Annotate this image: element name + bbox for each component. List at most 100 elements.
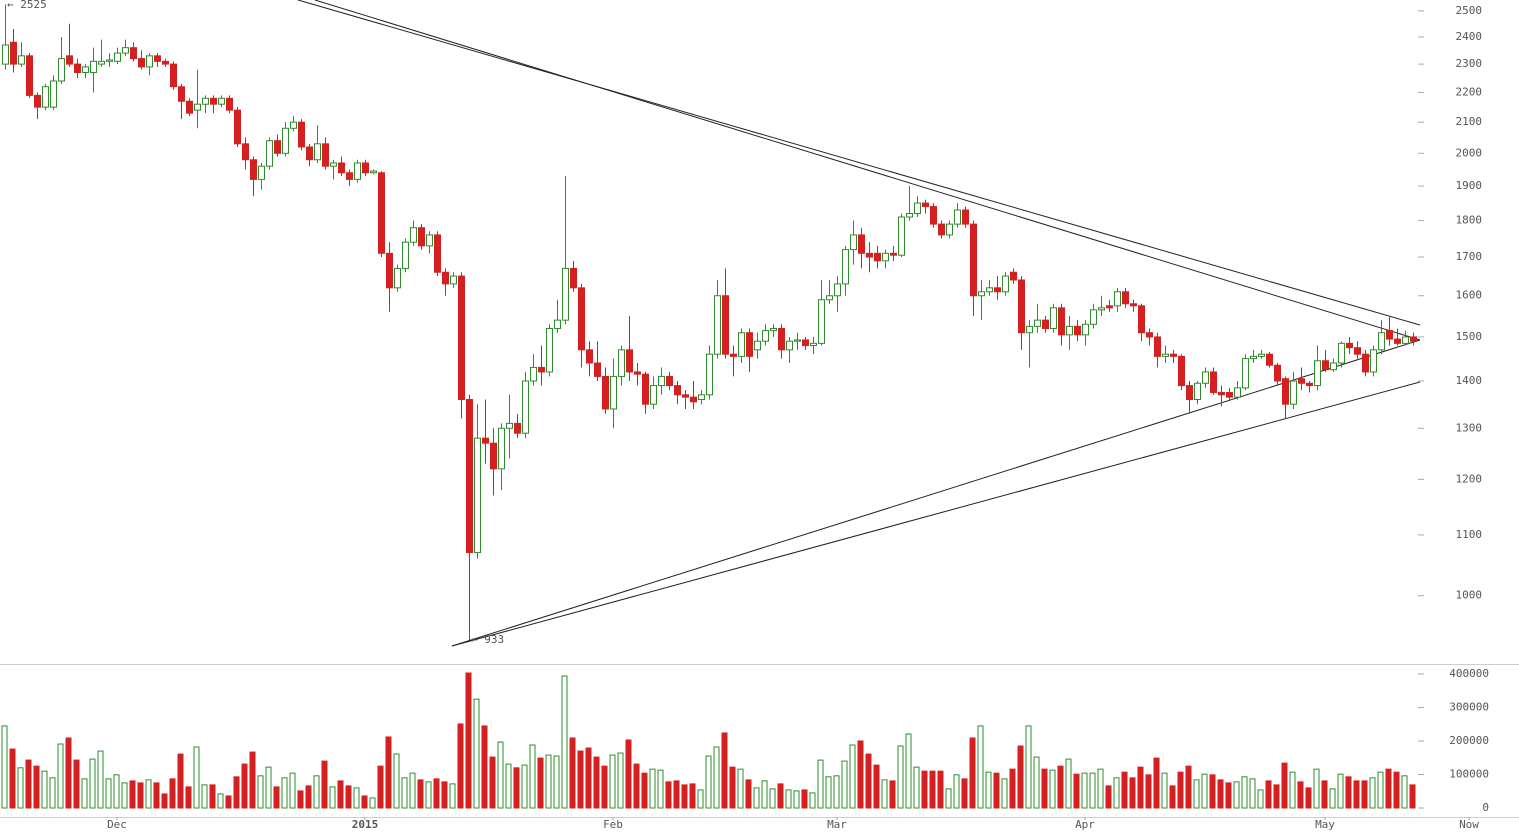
high-annotation: ← 2525	[7, 0, 47, 11]
candle-body	[546, 327, 553, 373]
volume-tick-label: 300000	[1449, 701, 1489, 714]
candle-body	[498, 427, 505, 470]
candle-body	[218, 97, 225, 105]
volume-bar	[705, 755, 712, 809]
volume-bar	[1273, 784, 1280, 809]
candle-body	[802, 339, 809, 347]
candle-body	[186, 100, 193, 114]
y-tick-label: 1500	[1456, 330, 1483, 343]
volume-bar	[513, 767, 520, 809]
volume-bar	[617, 752, 624, 809]
y-tick-label: 1900	[1456, 179, 1483, 192]
candle-body	[1338, 342, 1345, 364]
candle-body	[1122, 291, 1129, 305]
volume-bar	[481, 725, 488, 809]
trend-line	[451, 339, 1421, 647]
candle-body	[194, 103, 201, 111]
volume-bar	[233, 776, 240, 809]
candle-body	[1370, 349, 1377, 373]
candle-body	[562, 267, 569, 321]
candle-body	[1130, 303, 1137, 307]
volume-bar	[1009, 768, 1016, 809]
volume-bar	[369, 797, 376, 809]
y-tick-label: 2200	[1456, 85, 1483, 98]
volume-bar	[305, 785, 312, 809]
volume-bar	[201, 784, 208, 809]
volume-bar	[809, 792, 816, 809]
volume-bar	[401, 777, 408, 809]
volume-bar	[1041, 768, 1048, 809]
volume-bar	[209, 784, 216, 809]
volume-bar	[449, 783, 456, 809]
volume-bar	[1305, 787, 1312, 809]
volume-bar	[913, 766, 920, 809]
candle-body	[1138, 305, 1145, 334]
volume-bar	[393, 753, 400, 809]
volume-bar	[9, 748, 16, 809]
trend-line	[451, 381, 1421, 647]
volume-bar	[81, 778, 88, 809]
candle-body	[610, 375, 617, 410]
candle-body	[18, 55, 25, 65]
candle-body	[970, 223, 977, 297]
candle-body	[1266, 353, 1273, 366]
candle-body	[1330, 362, 1337, 371]
candle-body	[650, 385, 657, 405]
candle-body	[1010, 271, 1017, 281]
volume-bar	[297, 790, 304, 809]
candle-body	[1250, 355, 1257, 360]
volume-bar	[409, 772, 416, 809]
volume-bar	[945, 788, 952, 809]
volume-bar	[865, 753, 872, 809]
volume-bar	[993, 772, 1000, 809]
volume-bar	[1033, 756, 1040, 809]
candle-body	[34, 94, 41, 108]
candle-body	[1090, 309, 1097, 325]
candle-body	[1026, 325, 1033, 334]
candle-body	[1194, 382, 1201, 400]
volume-bar	[353, 787, 360, 809]
candle-body	[202, 97, 209, 105]
volume-bar	[1001, 778, 1008, 809]
candle-body	[730, 353, 737, 357]
candle-body	[1354, 347, 1361, 355]
candle-body	[458, 275, 465, 400]
candle-body	[506, 422, 513, 429]
candle-body	[250, 159, 257, 180]
volume-bar	[1345, 776, 1352, 809]
volume-bar	[833, 775, 840, 809]
candle-body	[658, 375, 665, 387]
volume-bar	[569, 737, 576, 809]
candle-body	[754, 340, 761, 351]
candle-body	[154, 55, 161, 62]
volume-bar	[65, 737, 72, 809]
volume-bar	[969, 737, 976, 809]
candle-body	[538, 366, 545, 373]
volume-tick-label: 200000	[1449, 734, 1489, 747]
candle-body	[1106, 305, 1113, 309]
volume-bar	[1321, 780, 1328, 809]
volume-bar	[817, 759, 824, 809]
candle-body	[578, 287, 585, 351]
volume-bar	[857, 740, 864, 809]
volume-bar	[625, 739, 632, 809]
candle-body	[1314, 360, 1321, 387]
candle-body	[922, 202, 929, 208]
candle-body	[98, 60, 105, 65]
candle-body	[474, 437, 481, 554]
volume-bar	[721, 732, 728, 809]
volume-bar	[881, 779, 888, 809]
y-tick-label: 1300	[1456, 421, 1483, 434]
candle-body	[778, 327, 785, 351]
candle-body	[834, 283, 841, 297]
candle-body	[1346, 342, 1353, 349]
x-tick-label: Feb	[603, 818, 623, 831]
y-tick-label: 2000	[1456, 146, 1483, 159]
volume-bar	[641, 772, 648, 809]
candle-body	[402, 241, 409, 269]
candle-body	[1146, 332, 1153, 338]
volume-bar	[217, 793, 224, 809]
volume-bar	[521, 764, 528, 809]
volume-bar	[1401, 775, 1408, 809]
volume-bar	[761, 780, 768, 809]
